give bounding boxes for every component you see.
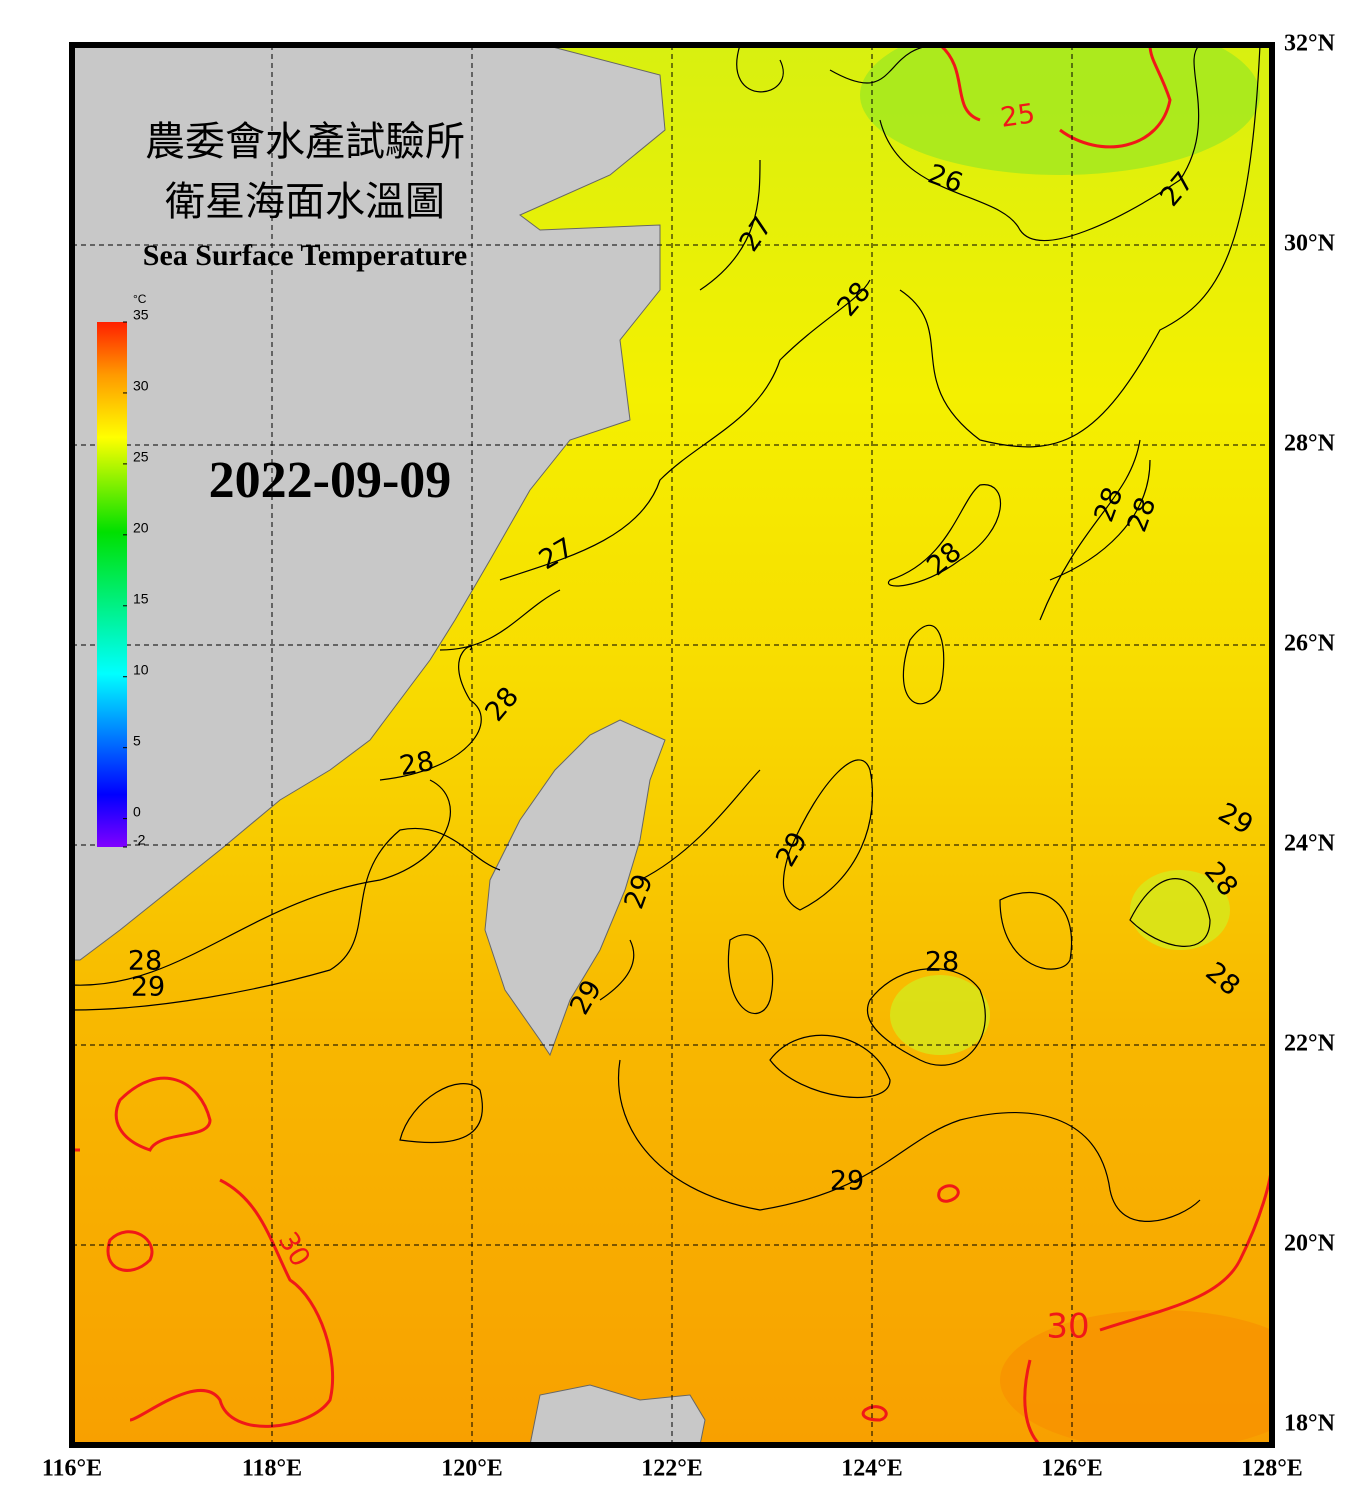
contour <box>1039 439 1151 621</box>
title-zh: 農委會水產試驗所 <box>145 119 465 165</box>
y-tick-label: 26°N <box>1284 631 1336 657</box>
cool-patch <box>890 975 990 1055</box>
x-tick-label: 122°E <box>641 1456 703 1482</box>
x-tick-label: 118°E <box>242 1456 302 1482</box>
colorbar-tick-label: 0 <box>133 803 141 819</box>
colorbar-tick-label: 5 <box>133 732 141 748</box>
warm-patch <box>1000 1310 1272 1445</box>
title-en: Sea Surface Temperature <box>143 239 467 272</box>
contour <box>499 279 871 581</box>
contour <box>769 1034 891 1098</box>
contour <box>399 1083 484 1144</box>
x-tick-label: 124°E <box>841 1456 903 1482</box>
contour-25 <box>939 45 1172 149</box>
x-tick-label: 128°E <box>1241 1456 1303 1482</box>
contour-label: 30 <box>1046 1307 1089 1347</box>
colorbar-tick-label: 35 <box>133 307 149 323</box>
contour-label: 25 <box>999 98 1037 133</box>
contour <box>599 769 761 1001</box>
colorbar-tick-label: 15 <box>133 590 149 606</box>
contour <box>999 891 1073 970</box>
cool-patch <box>860 45 1260 175</box>
y-tick-label: 30°N <box>1284 231 1336 257</box>
contour-label: 29 <box>131 972 165 1003</box>
map-frame <box>69 42 1275 1448</box>
contour-30 <box>1023 1159 1272 1445</box>
colorbar-tick-label: -2 <box>133 832 146 848</box>
contour <box>379 589 561 781</box>
colorbar-tick-label: 30 <box>133 378 149 394</box>
contour <box>902 624 945 705</box>
subtitle-zh: 衛星海面水溫圖 <box>165 179 445 225</box>
contour-30 <box>106 1178 335 1428</box>
grid <box>72 45 1272 1445</box>
y-tick-label: 22°N <box>1284 1031 1336 1057</box>
taiwan <box>484 719 666 1057</box>
contour <box>782 759 874 911</box>
colorbar <box>97 322 127 847</box>
luzon <box>529 1384 706 1445</box>
y-tick-label: 32°N <box>1284 31 1336 57</box>
date: 2022-09-09 <box>209 452 452 509</box>
contour <box>72 779 501 1011</box>
y-tick-label: 18°N <box>1284 1411 1336 1437</box>
contour <box>1129 878 1211 947</box>
contour <box>899 45 1261 448</box>
colorbar-tick-label: 10 <box>133 661 149 677</box>
x-tick-label: 120°E <box>441 1456 503 1482</box>
y-tick-label: 24°N <box>1284 831 1336 857</box>
y-tick-label: 20°N <box>1284 1231 1336 1257</box>
contour <box>887 484 1002 587</box>
colorbar-tick-label: 20 <box>133 520 149 536</box>
contour-label: 28 <box>925 947 959 978</box>
contour <box>618 1059 1201 1222</box>
contour <box>727 934 774 1015</box>
cool-patch <box>1130 870 1230 950</box>
x-tick-label: 126°E <box>1041 1456 1103 1482</box>
colorbar-tick-label: 25 <box>133 449 149 465</box>
contour <box>699 159 761 291</box>
axes: 116°E 118°E 120°E 122°E 124°E 126°E 128°E 18°N 2… <box>42 31 1336 1482</box>
contour-label: 29 <box>830 1166 864 1197</box>
x-tick-label: 116°E <box>42 1456 102 1482</box>
map-area: 25 26 27 27 28 28 28 28 27 28 28 29 29 2… <box>72 45 1272 1445</box>
mainland <box>72 45 666 961</box>
y-tick-label: 28°N <box>1284 431 1336 457</box>
contour-label: 28 <box>128 946 162 977</box>
contour-30 <box>861 1184 960 1422</box>
contour <box>866 968 986 1066</box>
contour <box>879 45 1201 241</box>
contour-label: 28 <box>397 746 436 782</box>
colorbar-unit: °C <box>133 292 147 306</box>
